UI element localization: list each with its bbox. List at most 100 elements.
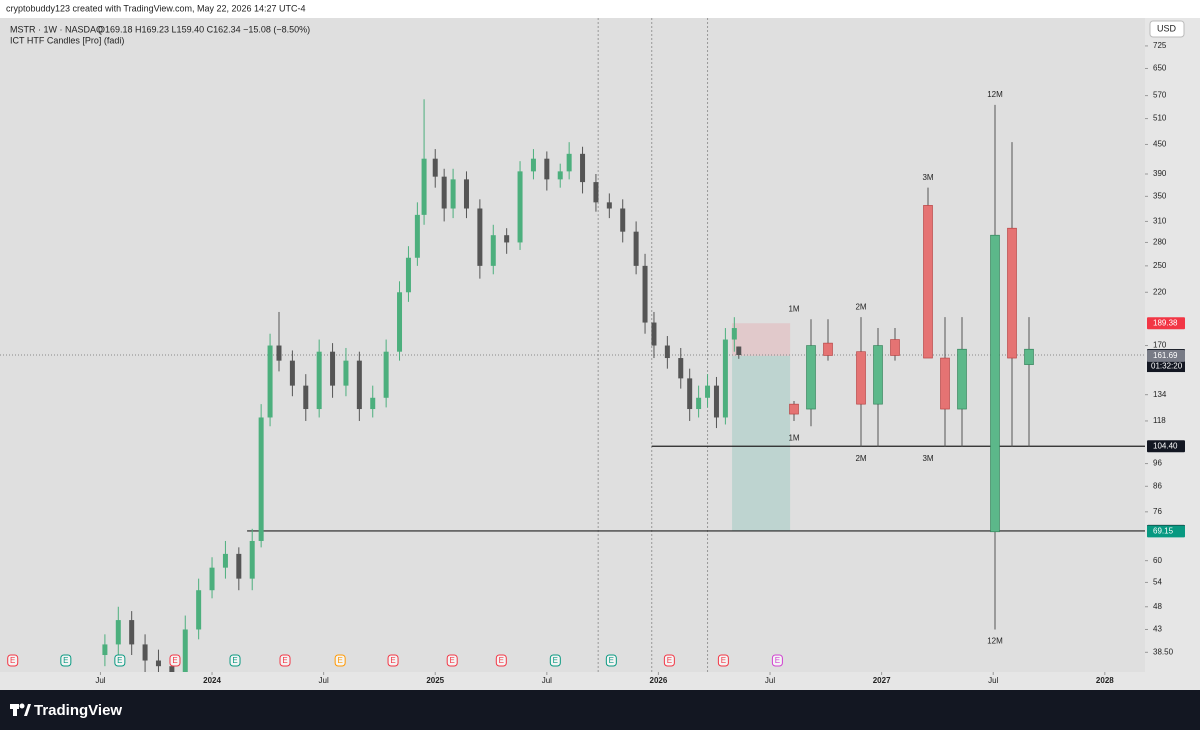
candle-body (450, 179, 456, 209)
brand: TradingView (34, 702, 122, 719)
y-tick-label: 54 (1153, 578, 1162, 587)
earnings-marker (663, 654, 675, 667)
y-tick-label: 510 (1153, 114, 1167, 123)
candle-body (267, 345, 273, 418)
earnings-label: E (337, 656, 342, 665)
candle-body (182, 629, 188, 672)
htf-body (940, 357, 950, 410)
candle-body (303, 385, 309, 410)
y-tick-label: 76 (1153, 507, 1162, 516)
y-tick-label: 118 (1153, 416, 1166, 425)
x-tick-label: 2028 (1096, 676, 1114, 685)
y-tick-label: 450 (1153, 140, 1167, 149)
candle-body (196, 590, 202, 630)
candle-body (441, 176, 447, 209)
footer (0, 690, 1200, 730)
candle-body (397, 292, 403, 352)
htf-label: 3M (922, 454, 933, 463)
x-tick-label: 2027 (873, 676, 891, 685)
htf-body (1024, 348, 1034, 365)
candle-body (463, 179, 469, 209)
earnings-label: E (721, 656, 726, 665)
countdown: 01:32:20 (1151, 362, 1183, 371)
chart-title: MSTR · 1W · NASDAQ (10, 24, 103, 34)
htf-label: 1M (788, 433, 799, 442)
htf-label: 2M (855, 454, 866, 463)
stop-zone (732, 323, 791, 356)
candle-body (343, 360, 349, 386)
price-label: 69.15 (1153, 526, 1174, 535)
candle-body (731, 328, 737, 340)
earnings-label: E (282, 656, 287, 665)
earnings-label: E (667, 656, 672, 665)
earnings-marker (387, 654, 399, 667)
earnings-marker (334, 654, 346, 667)
x-tick-label: Jul (765, 676, 775, 685)
y-tick-label: 48 (1153, 602, 1162, 611)
y-tick-label: 96 (1153, 459, 1162, 468)
candle-body (414, 214, 420, 258)
y-tick-label: 250 (1153, 261, 1167, 270)
indicator: ICT HTF Candles [Pro] (fadi) (10, 35, 124, 45)
candle-body (651, 322, 657, 346)
candle-body (405, 257, 411, 293)
candle-body (142, 644, 148, 661)
htf-body (990, 234, 1000, 533)
htf-body (873, 345, 883, 405)
earnings-marker (114, 654, 126, 667)
candle-body (169, 666, 175, 672)
earnings-marker (605, 654, 617, 667)
currency-box[interactable] (1149, 20, 1185, 38)
currency[interactable]: USD (1157, 23, 1177, 33)
y-tick-label: 725 (1153, 41, 1167, 50)
candle-body (557, 171, 563, 180)
candle-body (544, 158, 550, 180)
credit: cryptobuddy123 created with TradingView.… (6, 3, 306, 13)
candle-body (421, 158, 427, 215)
y-tick-label: 60 (1153, 556, 1162, 565)
htf-body (856, 351, 866, 405)
candle-body (566, 153, 572, 172)
y-tick-label: 134 (1153, 390, 1167, 399)
candle-body (593, 182, 599, 203)
htf-body (789, 403, 799, 415)
y-tick-label: 86 (1153, 481, 1162, 490)
earnings-label: E (450, 656, 455, 665)
credit-bar (0, 0, 1200, 18)
earnings-label: E (390, 656, 395, 665)
earnings-marker (169, 654, 181, 667)
candle-body (276, 345, 282, 361)
earnings-marker (771, 654, 783, 667)
x-tick-label: Jul (542, 676, 552, 685)
htf-body (823, 342, 833, 356)
candle-body (736, 346, 742, 356)
htf-label: 2M (855, 302, 866, 311)
earnings-marker (446, 654, 458, 667)
candle-body (606, 202, 612, 209)
x-tick-label: Jul (319, 676, 329, 685)
candle-body (383, 351, 389, 398)
htf-body (1007, 227, 1017, 359)
htf-body (806, 345, 816, 410)
htf-label: 1M (788, 304, 799, 313)
candle-body (517, 171, 523, 243)
candle-body (580, 153, 586, 183)
candle-body (432, 158, 438, 177)
candle-body (477, 208, 483, 266)
x-tick-label: 2024 (203, 676, 221, 685)
earnings-marker (549, 654, 561, 667)
candle-body (249, 540, 255, 579)
candle-body (687, 378, 693, 410)
htf-label: 3M (922, 173, 933, 182)
earnings-marker (279, 654, 291, 667)
candle-body (316, 351, 322, 410)
x-tick-label: Jul (988, 676, 998, 685)
candle-body (633, 231, 639, 266)
candle-body (490, 235, 496, 266)
price-label-bg (1147, 525, 1185, 538)
price-label: 189.38 (1153, 318, 1178, 327)
candle-body (330, 351, 336, 386)
earnings-marker (229, 654, 241, 667)
y-tick-label: 390 (1153, 169, 1167, 178)
